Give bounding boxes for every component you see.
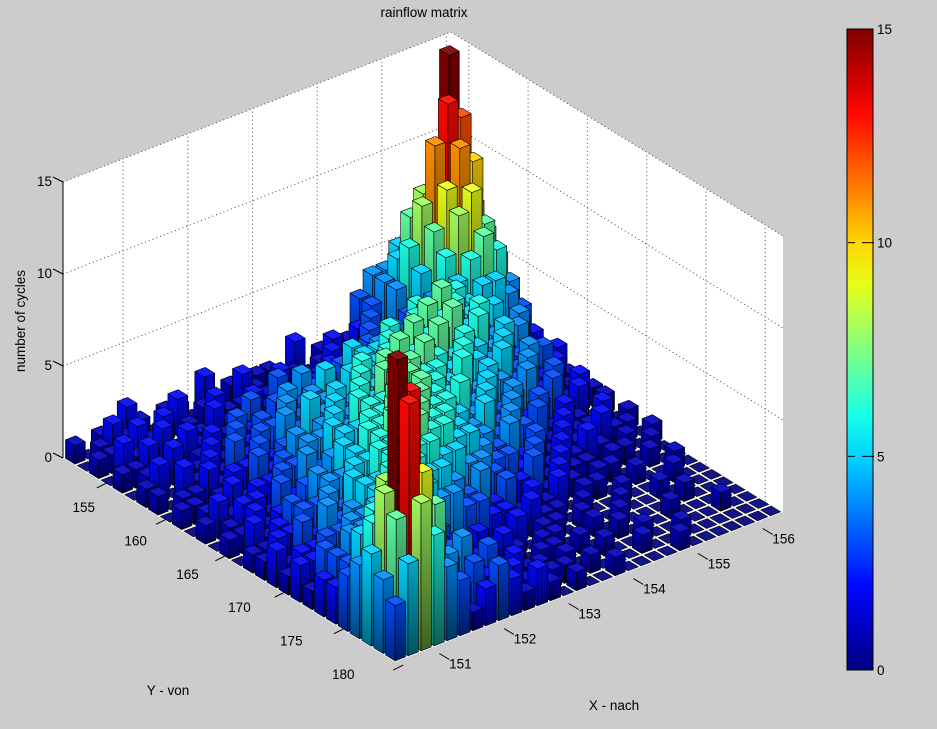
y-tick <box>96 482 108 489</box>
y-tick <box>274 591 285 598</box>
y-tick <box>392 664 404 671</box>
x-tick-label: 151 <box>449 657 472 672</box>
x-tick <box>633 578 644 585</box>
x-axis: 151 152 153 154 155 156 <box>439 528 795 672</box>
y-tick-label: 155 <box>73 500 96 515</box>
colorbar-border <box>846 28 874 671</box>
y-tick-label: 180 <box>332 667 355 682</box>
z-axis-label: number of cycles <box>13 270 28 372</box>
y-axis: 155 160 165 170 175 180 <box>73 482 404 682</box>
z-tick-label: 5 <box>44 358 52 373</box>
bar3d-bars <box>65 45 781 662</box>
colorbar-tick-label: 0 <box>877 663 885 678</box>
z-tick <box>52 176 64 183</box>
y-tick <box>155 518 167 525</box>
y-tick <box>333 628 345 635</box>
x-tick <box>697 553 709 560</box>
z-tick-label: 15 <box>37 174 52 189</box>
x-tick-label: 154 <box>643 582 666 597</box>
y-tick <box>215 555 226 562</box>
colorbar-tick-label: 10 <box>877 236 892 251</box>
plot-title: rainflow matrix <box>380 5 467 20</box>
x-tick <box>439 653 450 660</box>
x-tick-label: 155 <box>708 557 731 572</box>
z-tick-label: 0 <box>44 450 52 465</box>
y-tick-label: 170 <box>228 600 251 615</box>
z-tick <box>52 268 64 275</box>
x-tick-label: 153 <box>578 607 601 622</box>
colorbar-tick-label: 15 <box>877 22 892 37</box>
y-axis-label: Y - von <box>147 683 190 698</box>
axes-walls <box>63 32 783 512</box>
x-tick-label: 152 <box>514 632 537 647</box>
x-tick-label: 156 <box>772 532 795 547</box>
y-tick-label: 160 <box>124 533 147 548</box>
x-tick <box>503 628 515 635</box>
y-tick-label: 165 <box>176 567 199 582</box>
colorbar-gradient <box>847 29 873 670</box>
x-tick <box>762 528 773 535</box>
y-tick-label: 175 <box>280 634 303 649</box>
x-axis-label: X - nach <box>589 698 639 713</box>
axes-3d: 0510151511521531541551561551601651701751… <box>37 31 795 682</box>
colorbar: 0 5 10 15 <box>846 22 892 678</box>
colorbar-tick-label: 5 <box>877 449 885 464</box>
z-tick <box>52 360 64 367</box>
z-tick <box>52 452 64 459</box>
z-axis: 0 5 10 15 <box>37 174 64 465</box>
x-tick <box>568 603 579 610</box>
z-tick-label: 10 <box>37 266 52 281</box>
